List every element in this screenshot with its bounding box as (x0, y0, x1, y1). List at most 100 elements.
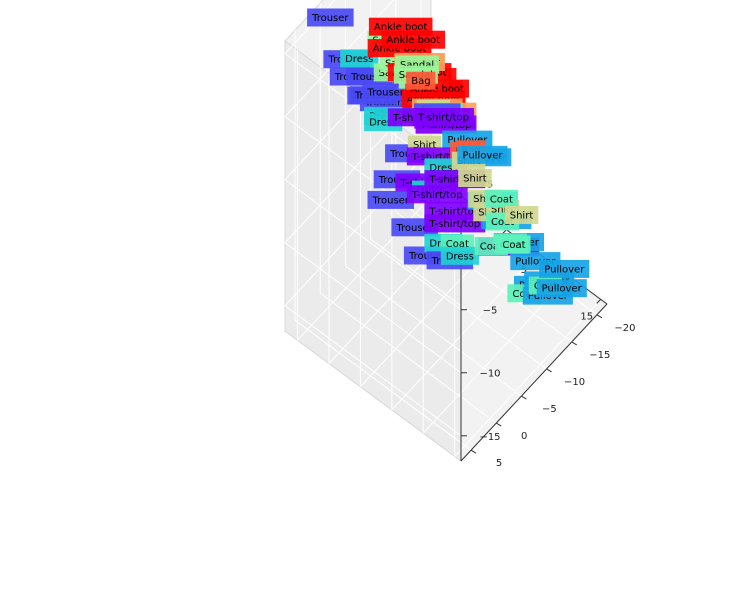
point-label: T-shirt/top (406, 185, 468, 204)
y-tick-mark (470, 449, 477, 454)
y-gridline-floor (345, 265, 522, 397)
z-gridline-back (284, 242, 462, 374)
point-label: Pullover (539, 259, 590, 278)
y-tick-mark (495, 422, 502, 427)
label-text: Dress (429, 163, 457, 174)
z-tick-label: −5 (483, 306, 498, 317)
point-label: T-shirt/top (413, 108, 474, 126)
label-box (367, 190, 414, 209)
y-axis-line (460, 303, 608, 462)
label-box (307, 8, 354, 27)
label-text: T-shirt/top (428, 175, 480, 186)
z-gridline-back (284, 179, 462, 311)
point-label: Bag (406, 71, 436, 90)
z-gridline-left (284, 0, 336, 54)
point-label: Shirt (504, 206, 539, 224)
label-text: Coat (491, 217, 514, 228)
label-text: Ankle boot (374, 22, 428, 33)
point-label: Trouser (307, 8, 354, 27)
label-text: Shirt (413, 140, 437, 151)
label-text: T-shirt/top (411, 190, 463, 201)
y-gridline-floor (294, 319, 472, 451)
label-text: Dress (345, 54, 373, 65)
label-box (406, 185, 468, 204)
label-text: Ankle boot (387, 35, 441, 46)
point-label: Ankle boot (381, 30, 446, 49)
label-box (424, 214, 486, 233)
x-gridline-floor (360, 229, 507, 388)
z-gridline-left (284, 0, 395, 117)
label-box (440, 246, 479, 265)
label-text: Trouser (350, 72, 388, 83)
x-gridline-floor (328, 206, 476, 364)
label-box (504, 206, 539, 224)
label-text: Trouser (311, 13, 349, 24)
label-box (458, 169, 492, 187)
label-text: Dress (369, 118, 397, 129)
label-box (406, 71, 436, 90)
label-text: Pullover (462, 150, 503, 161)
x-tick-label: 5 (521, 265, 527, 276)
label-text: T-shirt/top (411, 152, 463, 163)
z-gridline-back (284, 305, 462, 437)
label-box (381, 30, 446, 49)
y-tick-mark (596, 314, 603, 319)
point-label: Pullover (457, 145, 508, 164)
label-text: Coat (446, 239, 469, 250)
label-box (539, 259, 590, 278)
y-tick-mark (571, 341, 578, 346)
point-label: Pullover (536, 279, 587, 298)
y-tick-mark (546, 368, 552, 373)
y-tick-label: −10 (564, 377, 585, 388)
label-text: Shirt (463, 174, 487, 185)
y-tick-label: 0 (521, 431, 527, 442)
label-text: Trouser (366, 87, 404, 98)
label-text: Ankle boot (410, 84, 464, 95)
point-labels: Trouser Trouser Trouser Dress Trouser Trouser… (307, 8, 590, 305)
point-label: T-shirt/top (424, 214, 486, 233)
label-box (362, 82, 409, 101)
label-text: Dress (446, 251, 474, 262)
x-gridline-floor (454, 299, 602, 457)
y-tick-label: −20 (614, 323, 635, 334)
label-text: Shirt (491, 204, 515, 215)
y-gridline-floor (370, 238, 547, 370)
point-label: Trouser (367, 190, 414, 209)
point-label: Dress (440, 246, 479, 265)
label-text: Pullover (542, 284, 583, 295)
y-tick-label: −5 (542, 404, 557, 415)
point-label: Coat (497, 235, 531, 254)
y-tick-label: 5 (496, 458, 502, 469)
x-tick-mark (596, 299, 602, 304)
label-text: Shirt (510, 211, 534, 222)
label-text: T-shirt/top (428, 219, 480, 230)
label-text: Trouser (371, 195, 409, 206)
label-text: T-shirt/top (417, 113, 469, 124)
label-text: Sandal (400, 60, 434, 71)
label-text: Coat (502, 240, 525, 251)
label-text: Pullover (544, 264, 585, 275)
label-text: Pullover (515, 257, 556, 268)
label-box (536, 279, 587, 298)
z-tick-label: −10 (479, 369, 500, 380)
label-box (457, 145, 508, 164)
label-box (497, 235, 531, 254)
label-box (484, 189, 518, 208)
label-box (413, 108, 474, 126)
point-label: Trouser (362, 82, 409, 101)
y-tick-mark (521, 395, 527, 400)
x-gridline-floor (391, 252, 539, 411)
point-label: Coat (484, 189, 518, 208)
label-text: T-shirt/top (428, 206, 480, 217)
y-tick-label: −15 (589, 350, 610, 361)
label-text: Ankle boot (373, 44, 427, 55)
point-label: Shirt (458, 169, 492, 187)
x-gridline-floor (297, 182, 444, 341)
label-text: Coat (490, 194, 513, 205)
label-text: Coat (480, 242, 503, 253)
z-tick-label: −15 (479, 432, 500, 443)
label-text: Trouser (395, 223, 433, 234)
x-tick-label: 15 (580, 311, 593, 322)
y-gridline-floor (319, 292, 497, 424)
